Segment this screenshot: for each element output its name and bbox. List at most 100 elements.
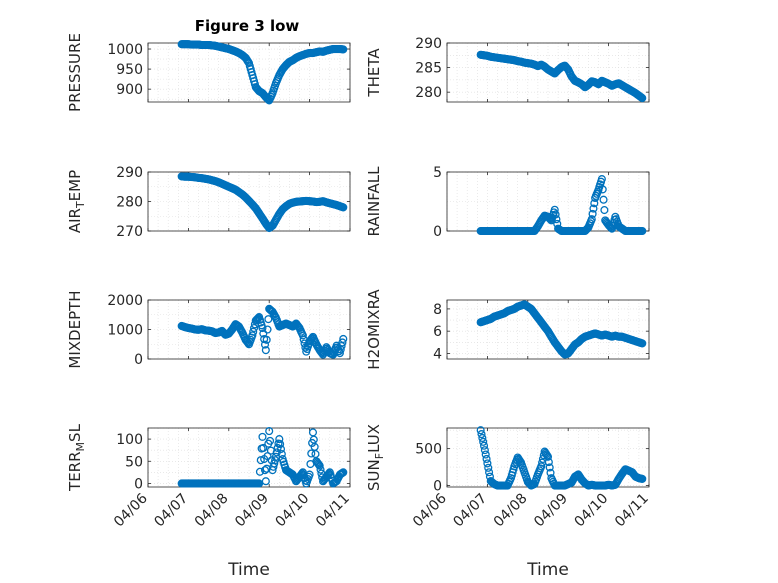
- data-point: [590, 199, 599, 208]
- y-axis-label-main: TERR: [66, 451, 84, 492]
- data-point: [598, 185, 607, 194]
- data-point: [262, 335, 271, 344]
- y-tick-label: 270: [116, 224, 143, 240]
- y-tick-label: 900: [116, 82, 143, 98]
- data-point: [544, 458, 553, 467]
- data-point: [589, 204, 598, 213]
- subplot-theta: 280 285 290 THETA: [365, 36, 650, 103]
- data-point: [264, 315, 273, 324]
- series-markers: [476, 50, 647, 103]
- axes-box: [446, 427, 650, 488]
- y-tick-label: 285: [415, 61, 442, 77]
- y-axis-label-subscript: T: [74, 201, 87, 209]
- data-point: [255, 467, 264, 476]
- data-point: [261, 477, 270, 486]
- figure-title: Figure 3 low: [195, 17, 300, 35]
- data-point: [485, 468, 494, 477]
- data-point: [314, 460, 323, 469]
- data-point: [479, 437, 488, 446]
- y-axis-label: SUNFLUX: [365, 424, 386, 491]
- data-point: [258, 432, 267, 441]
- data-point: [339, 468, 348, 477]
- y-tick-label: 290: [116, 165, 143, 181]
- data-point: [271, 456, 280, 465]
- y-axis-label: MIXDEPTH: [66, 290, 84, 368]
- data-point: [550, 205, 559, 214]
- data-point: [544, 213, 553, 222]
- data-point: [587, 215, 596, 224]
- data-point: [339, 45, 348, 54]
- y-axis-label: RAINFALL: [365, 166, 383, 237]
- y-tick-label: 290: [415, 36, 442, 52]
- data-point: [298, 331, 307, 340]
- data-point: [543, 452, 553, 461]
- data-point: [476, 426, 485, 435]
- y-axis-label-main: RAINFALL: [365, 166, 383, 237]
- series-markers: [177, 40, 348, 105]
- y-axis-label-main: AIR: [66, 208, 84, 233]
- y-axis-label-main: SUN: [365, 459, 383, 491]
- y-axis-label: AIRTEMP: [66, 170, 87, 233]
- y-axis-label-main: THETA: [365, 48, 383, 98]
- y-axis-label-rest: SL: [66, 423, 84, 442]
- subplot-h2omixra: 4 6 8 H2OMIXRA: [365, 289, 650, 370]
- series-markers: [476, 175, 647, 236]
- data-point: [339, 203, 348, 212]
- data-point: [599, 195, 608, 204]
- y-tick-label: 100: [116, 432, 143, 448]
- y-axis-label-subscript: F: [373, 453, 386, 459]
- data-point: [482, 454, 491, 464]
- data-point: [259, 329, 268, 338]
- data-point: [277, 450, 286, 459]
- y-tick-label: 6: [433, 324, 442, 340]
- y-tick-label: 1000: [107, 42, 143, 58]
- data-point: [263, 325, 272, 334]
- y-axis-label: TERRMSL: [66, 423, 87, 492]
- y-tick-label: 8: [433, 302, 442, 318]
- data-point: [316, 465, 325, 474]
- data-point: [249, 327, 258, 336]
- data-point: [259, 443, 268, 453]
- data-point: [638, 474, 647, 483]
- data-point: [265, 436, 275, 445]
- data-point: [477, 430, 486, 439]
- data-point: [638, 94, 647, 103]
- data-point: [545, 463, 554, 472]
- data-point: [479, 441, 489, 450]
- data-point: [481, 450, 490, 459]
- y-tick-label: 0: [433, 224, 442, 240]
- y-axis-label: H2OMIXRA: [365, 289, 383, 370]
- data-point: [638, 226, 647, 236]
- subplot-pressure: 900 950 1000 PRESSURE: [66, 33, 351, 112]
- y-tick-label: 0: [134, 352, 143, 368]
- data-point: [339, 334, 348, 343]
- y-axis-label: PRESSURE: [66, 33, 84, 112]
- y-tick-label: 2000: [107, 293, 143, 309]
- data-point: [276, 445, 286, 454]
- series-markers: [177, 172, 348, 233]
- y-tick-label: 0: [433, 479, 442, 495]
- y-tick-label: 1000: [107, 323, 143, 339]
- x-axis-label: Time: [526, 560, 569, 580]
- data-point: [638, 339, 647, 348]
- y-tick-label: 5: [433, 165, 442, 181]
- data-point: [260, 466, 270, 475]
- subplot-airemp: 270 280 290 AIRTEMP: [66, 165, 351, 240]
- y-axis-label-rest: LUX: [365, 424, 383, 453]
- subplot-mixdepth: 0 1000 2000 MIXDEPTH: [66, 290, 351, 369]
- data-point: [265, 427, 274, 436]
- data-point: [256, 456, 265, 465]
- y-tick-label: 500: [415, 442, 442, 458]
- data-point: [258, 323, 267, 333]
- data-point: [484, 463, 493, 472]
- series-markers: [476, 300, 647, 359]
- y-tick-label: 280: [415, 85, 442, 101]
- data-point: [250, 323, 259, 333]
- subplot-rainfall: 0 5 RAINFALL: [365, 165, 650, 240]
- data-point: [480, 446, 489, 455]
- y-tick-label: 4: [433, 346, 442, 362]
- y-axis-label-main: PRESSURE: [66, 33, 84, 112]
- y-tick-label: 280: [116, 195, 143, 211]
- y-axis-label: THETA: [365, 48, 383, 98]
- data-point: [546, 215, 555, 224]
